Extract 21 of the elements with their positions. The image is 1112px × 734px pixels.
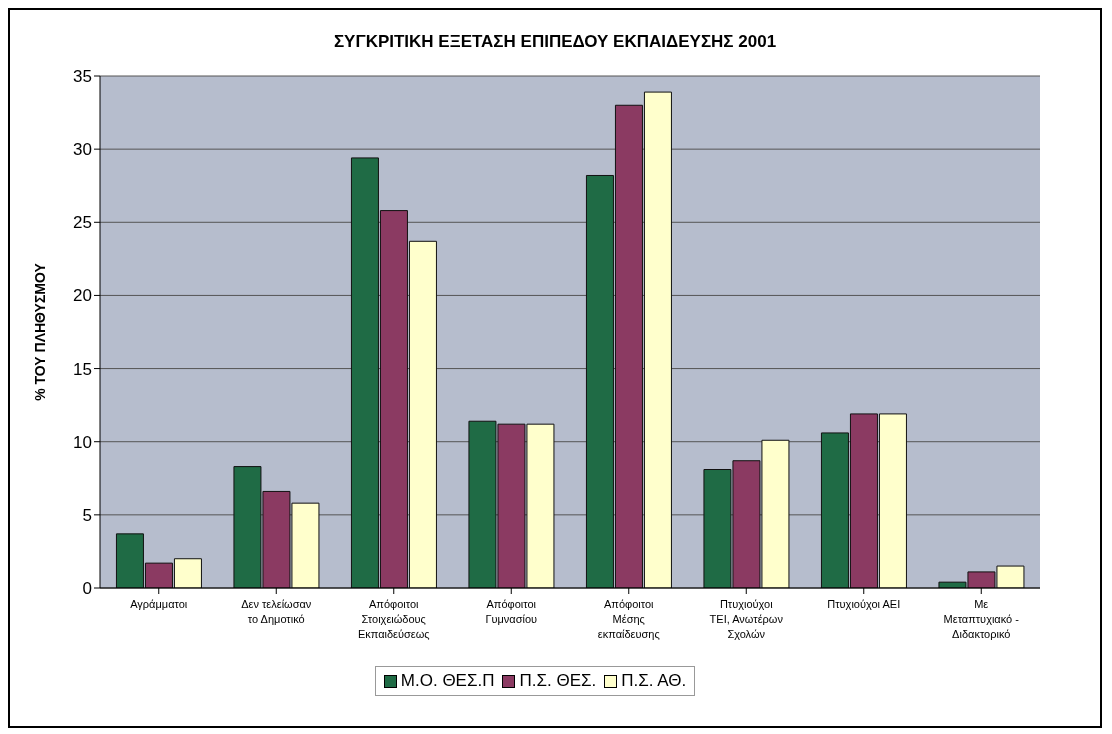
y-tick-label: 30: [73, 140, 92, 160]
x-tick-label: Απόφοιτοι Στοιχειώδους Εκπαιδεύσεως: [357, 598, 430, 640]
chart-title: ΣΥΓΚΡΙΤΙΚΗ ΕΞΕΤΑΣΗ ΕΠΙΠΕΔΟΥ ΕΚΠΑΙΔΕΥΣΗΣ 2001: [332, 32, 778, 52]
legend-label: Π.Σ. ΑΘ.: [620, 671, 687, 691]
x-tick-label: Πτυχιούχοι ΤΕΙ, Ανωτέρων Σχολών: [709, 598, 784, 640]
y-tick-label: 20: [73, 286, 92, 306]
y-tick-label: 0: [82, 579, 92, 599]
x-tick-label: Με Μεταπτυχιακό - Διδακτορικό: [943, 598, 1020, 640]
x-tick-label: Απόφοιτοι Γυμνασίου: [485, 598, 538, 625]
y-tick-label: 25: [73, 213, 92, 233]
legend-label: Μ.Ο. ΘΕΣ.Π: [399, 671, 495, 691]
y-tick-label: 35: [73, 67, 92, 87]
x-tick-label: Πτυχιούχοι ΑΕΙ: [827, 598, 901, 610]
x-tick-label: Δεν τελείωσαν το Δημοτικό: [241, 598, 312, 625]
legend-label: Π.Σ. ΘΕΣ.: [518, 671, 597, 691]
y-axis-title: % ΤΟΥ ΠΛΗΘΥΣΜΟΥ: [31, 262, 48, 401]
x-tick-label: Αγράμματοι: [130, 598, 188, 610]
y-tick-label: 5: [82, 505, 92, 525]
x-tick-label: Απόφοιτοι Μέσης εκπαίδευσης: [597, 598, 660, 640]
y-tick-label: 15: [73, 359, 92, 379]
y-tick-label: 10: [73, 432, 92, 452]
